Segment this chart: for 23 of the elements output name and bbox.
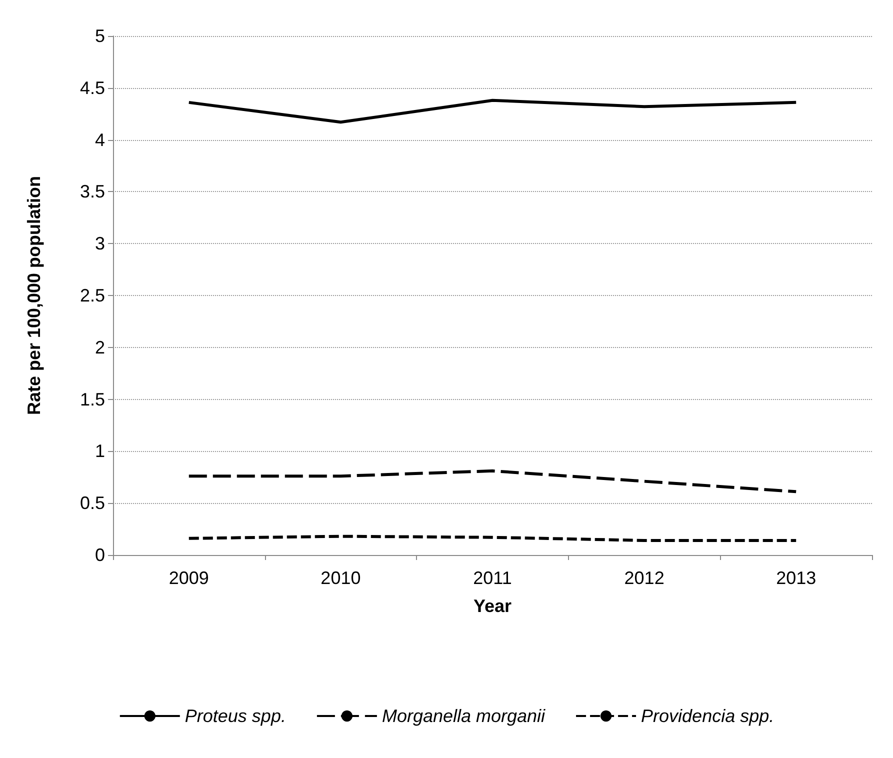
y-axis-title: Rate per 100,000 population	[24, 176, 44, 416]
y-tick-label: 5	[94, 26, 105, 46]
y-tick-label: 2	[94, 337, 105, 358]
y-tick-label: 0.5	[80, 493, 105, 514]
x-tick-label: 2010	[320, 568, 361, 588]
x-tick-label: 2011	[473, 568, 512, 588]
y-tick-label: 4	[94, 130, 105, 150]
x-tick-label: 2013	[776, 568, 816, 588]
x-tick-label: 2009	[168, 568, 209, 588]
y-tick-label: 4.5	[80, 78, 105, 98]
line-series	[187, 98, 798, 124]
x-axis-title: Year	[473, 596, 512, 616]
x-tick-label: 2012	[624, 568, 664, 588]
legend-label: Proteus spp.	[184, 706, 286, 726]
y-tick-label: 0	[94, 545, 105, 565]
line-series	[187, 469, 798, 494]
legend-label: Providencia spp.	[641, 706, 774, 726]
y-tick-label: 1	[94, 441, 105, 462]
y-tick-label: 3	[94, 234, 105, 254]
legend-label: Morganella morganii	[382, 706, 546, 726]
y-tick-label: 2.5	[80, 286, 105, 306]
y-tick-label: 3.5	[80, 182, 105, 202]
y-tick-label: 1.5	[80, 389, 105, 410]
